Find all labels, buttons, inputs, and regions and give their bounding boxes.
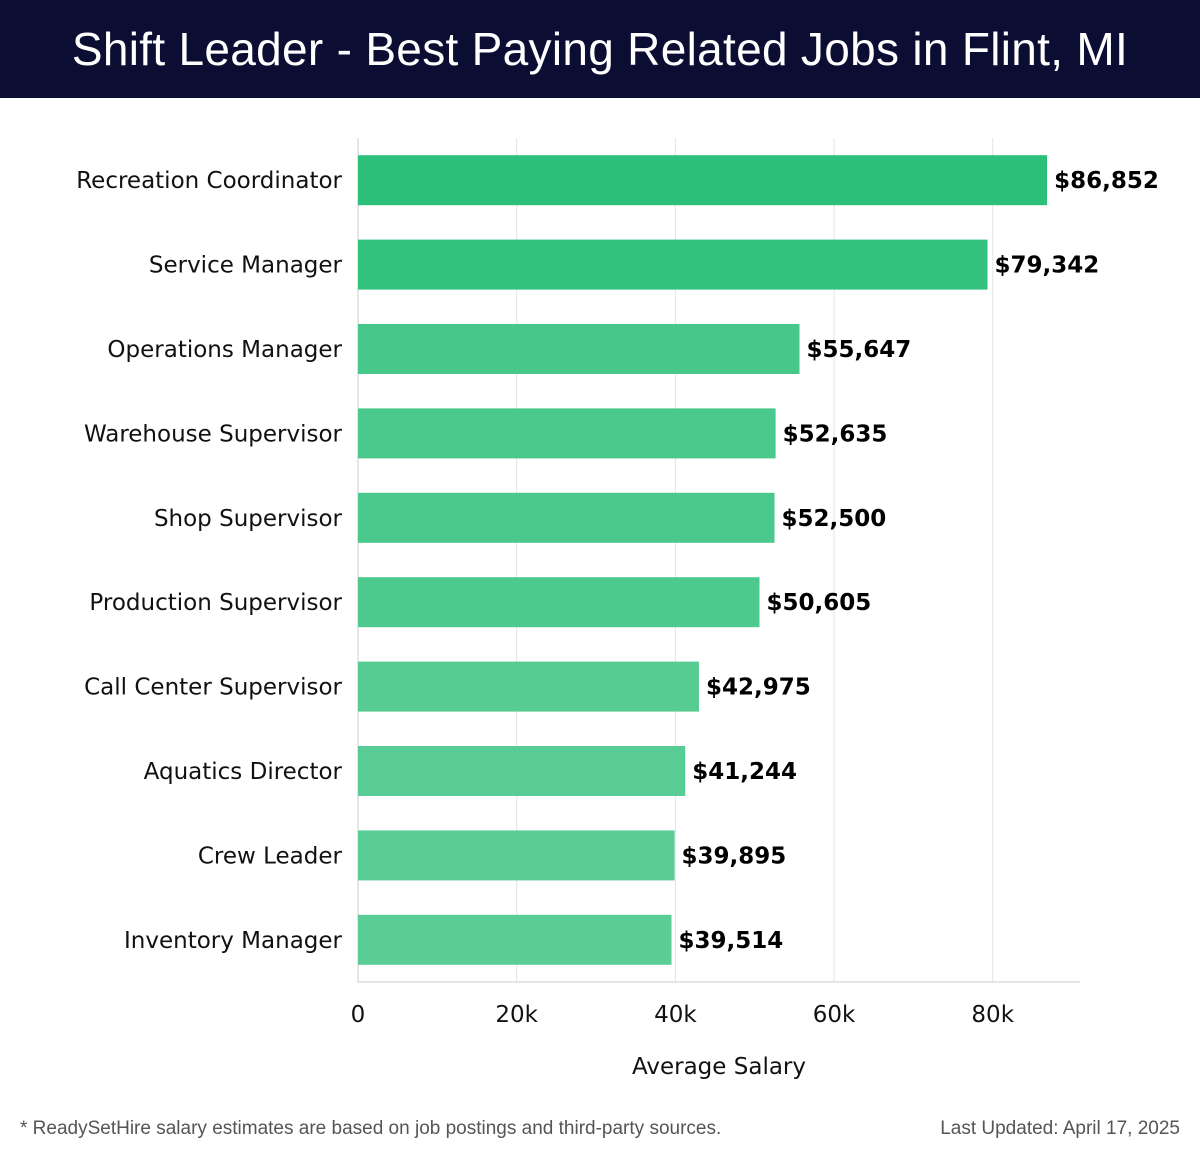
value-label: $39,895 [682,843,787,869]
value-label: $50,605 [767,590,872,616]
bar[interactable] [358,661,699,712]
bar[interactable] [358,914,672,965]
value-label: $86,852 [1054,168,1159,194]
category-label: Operations Manager [107,337,342,363]
x-tick-label: 40k [654,1002,697,1028]
value-label: $39,514 [679,928,784,954]
bar[interactable] [358,746,686,796]
category-label: Call Center Supervisor [84,675,342,701]
x-tick-label: 0 [351,1002,366,1028]
value-label: $79,342 [995,253,1100,279]
bar[interactable] [358,492,775,543]
x-tick-label: 80k [971,1002,1014,1028]
bar[interactable] [358,155,1048,206]
value-label: $55,647 [807,337,912,363]
category-label: Production Supervisor [89,590,342,616]
category-label: Warehouse Supervisor [84,421,343,447]
x-tick-label: 20k [495,1002,538,1028]
category-label: Service Manager [149,253,343,279]
chart-header: Shift Leader - Best Paying Related Jobs … [0,0,1200,98]
value-label: $41,244 [692,759,797,785]
bar[interactable] [358,577,760,628]
category-label: Crew Leader [198,843,343,869]
bar[interactable] [358,239,988,290]
chart-title: Shift Leader - Best Paying Related Jobs … [71,23,1129,75]
last-updated: Last Updated: April 17, 2025 [940,1118,1180,1139]
value-label: $42,975 [706,675,811,701]
value-label: $52,635 [783,421,888,447]
footer-note: * ReadySetHire salary estimates are base… [20,1118,722,1139]
category-label: Inventory Manager [124,928,343,954]
category-label: Recreation Coordinator [76,168,342,194]
category-label: Aquatics Director [144,759,343,785]
bar[interactable] [358,830,675,881]
bar[interactable] [358,408,776,459]
value-label: $52,500 [782,506,887,532]
category-label: Shop Supervisor [154,506,343,532]
x-tick-label: 60k [813,1002,856,1028]
bar[interactable] [358,324,800,374]
x-axis-title: Average Salary [632,1054,806,1080]
